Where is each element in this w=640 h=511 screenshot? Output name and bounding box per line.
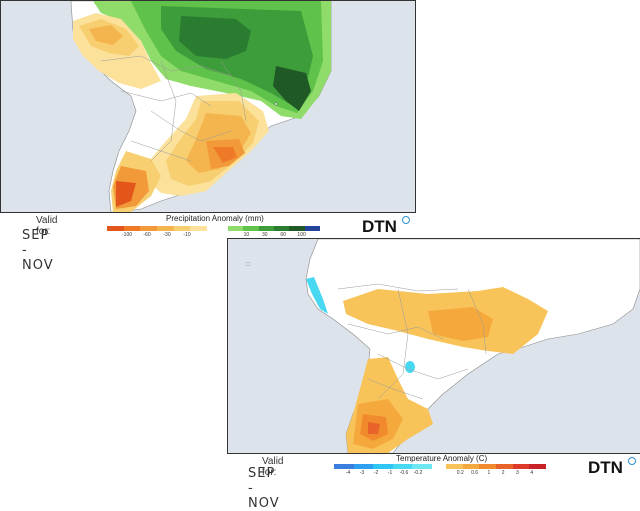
legend-tick-label: 3 bbox=[516, 470, 519, 476]
legend-tick-label: -100 bbox=[121, 232, 133, 238]
temp-warm-swatch bbox=[462, 464, 480, 469]
precip-wet-swatch bbox=[228, 226, 244, 231]
legend-tick-label: 60 bbox=[280, 232, 286, 238]
legend-tick-label: 2 bbox=[501, 470, 505, 476]
temp-valid-dates: SEP - NOV bbox=[248, 466, 280, 511]
precip-dry-swatch bbox=[157, 226, 174, 231]
precip-dry-swatch bbox=[173, 226, 191, 231]
temp-warm-swatch bbox=[529, 464, 547, 469]
temp-valid-label: Valid for: bbox=[262, 456, 284, 478]
precip-valid-dates: SEP - NOV bbox=[22, 228, 54, 273]
temp-cold-swatch bbox=[412, 464, 432, 469]
legend-tick-label: 10 bbox=[243, 232, 250, 238]
precip-wet-swatch bbox=[258, 226, 274, 231]
legend-tick-label: -3 bbox=[359, 470, 365, 476]
legend-tick-label: -60 bbox=[143, 232, 151, 238]
precip-dry-swatch bbox=[140, 226, 158, 231]
legend-tick-label: 1 bbox=[487, 470, 491, 476]
temp-cold-swatch bbox=[392, 464, 413, 469]
legend-tick-label: 4 bbox=[530, 470, 534, 476]
precip-wet-swatch bbox=[273, 226, 290, 231]
legend-tick-label: -0.2 bbox=[413, 470, 423, 476]
temp-cold-swatch bbox=[334, 464, 354, 469]
precip-valid-label: Valid for: bbox=[36, 215, 58, 237]
temp-map bbox=[227, 238, 640, 454]
legend-tick-label: -1 bbox=[387, 470, 393, 476]
temp-dtn-logo: DTN bbox=[588, 458, 623, 477]
temp-legend-warm-bar bbox=[446, 464, 547, 469]
temp-warm-swatch bbox=[496, 464, 513, 469]
temp-warm-swatch bbox=[446, 464, 463, 469]
precip-map bbox=[0, 0, 416, 213]
precip-wet-swatch bbox=[289, 226, 305, 231]
precip-map-svg bbox=[1, 1, 415, 212]
precip-legend-title: Precipitation Anomaly (mm) bbox=[166, 214, 264, 223]
legend-tick-label: -0.6 bbox=[399, 470, 409, 476]
temp-cold-swatch bbox=[353, 464, 374, 469]
temp-map-svg bbox=[228, 239, 640, 453]
legend-tick-label: -10 bbox=[183, 232, 191, 238]
temp-legend-title: Temperature Anomaly (C) bbox=[396, 454, 488, 463]
precip-dry-swatch bbox=[190, 226, 208, 231]
precip-legend-wet-bar bbox=[228, 226, 320, 231]
legend-tick-label: -2 bbox=[373, 470, 379, 476]
legend-tick-label: -4 bbox=[345, 470, 351, 476]
legend-tick-label: -30 bbox=[163, 232, 171, 238]
precip-wet-swatch bbox=[243, 226, 259, 231]
legend-tick-label: 30 bbox=[262, 232, 268, 238]
legend-tick-label: 0.2 bbox=[456, 470, 464, 476]
legend-tick-label: 0.6 bbox=[471, 470, 479, 476]
temp-warm-swatch bbox=[479, 464, 497, 469]
temp-cold-swatch bbox=[373, 464, 393, 469]
precip-legend-dry-bar bbox=[107, 226, 208, 231]
temp-warm-swatch bbox=[512, 464, 530, 469]
precip-dtn-logo: DTN bbox=[362, 217, 397, 236]
precip-wet-swatch bbox=[304, 226, 320, 231]
precip-dry-swatch bbox=[107, 226, 124, 231]
legend-tick-label: 100 bbox=[297, 232, 306, 238]
precip-logo-dot-icon bbox=[402, 216, 410, 224]
temp-logo-dot-icon bbox=[628, 457, 636, 465]
precip-dry-swatch bbox=[123, 226, 141, 231]
temp-legend-cold-bar bbox=[334, 464, 432, 469]
